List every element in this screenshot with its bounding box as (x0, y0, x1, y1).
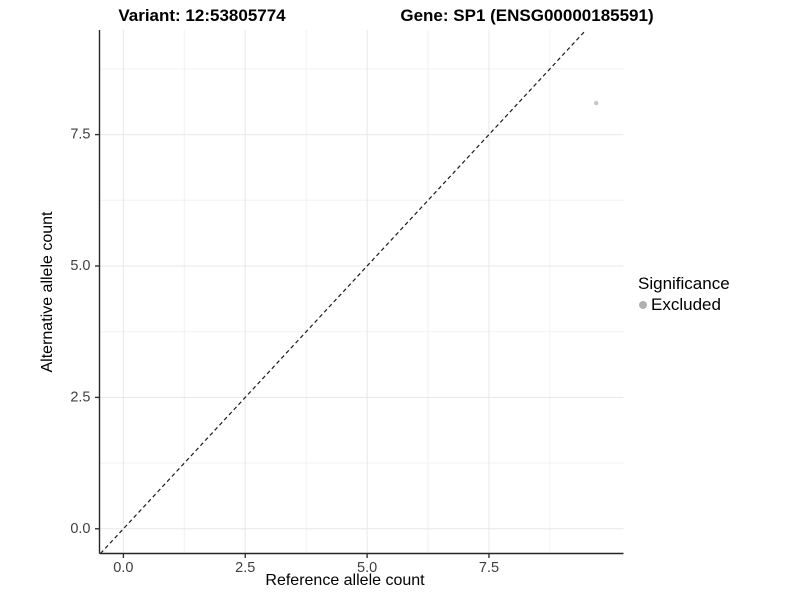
y-tick-label: 7.5 (70, 127, 90, 143)
x-tick-label: 5.0 (357, 560, 377, 576)
legend-title: Significance (638, 274, 730, 293)
x-tick-label: 0.0 (113, 560, 133, 576)
variant-title: Variant: 12:53805774 (118, 6, 286, 25)
identity-dashed-line (100, 29, 587, 554)
legend: Significance Excluded (638, 274, 730, 314)
legend-key (635, 297, 651, 313)
y-tick-label: 5.0 (70, 258, 90, 274)
data-point (594, 100, 599, 106)
excluded-point-icon (639, 300, 647, 309)
x-tick-label: 7.5 (479, 560, 499, 576)
gene-title: Gene: SP1 (ENSG00000185591) (400, 6, 654, 25)
y-tick-label: 2.5 (70, 389, 90, 405)
y-tick-label: 0.0 (70, 521, 90, 537)
legend-entry-excluded: Excluded (638, 295, 730, 314)
x-axis-title: Reference allele count (265, 572, 425, 589)
legend-entry-label: Excluded (651, 294, 721, 314)
x-tick-label: 2.5 (235, 560, 255, 576)
